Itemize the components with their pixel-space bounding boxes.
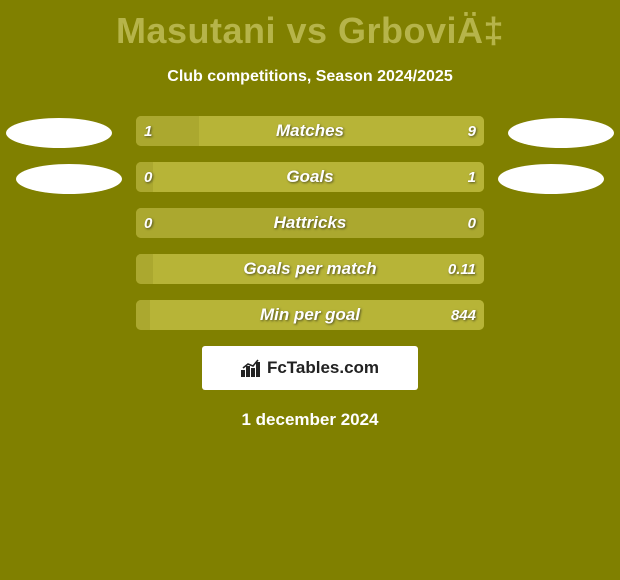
brand-box[interactable]: FcTables.com [202,346,418,390]
stat-bar-right [199,116,484,146]
stat-row: 844Min per goal [136,300,484,330]
stat-bar-right [153,162,484,192]
comparison-widget: Masutani vs GrboviÄ‡ Club competitions, … [0,0,620,430]
stat-bar-left [136,254,153,284]
stat-bar-right [153,254,484,284]
brand-text: FcTables.com [267,358,379,378]
player-left-marker-1 [6,118,112,148]
stat-bar-left [136,208,484,238]
chart-icon [241,359,263,377]
stat-row: 01Goals [136,162,484,192]
stat-bar-left [136,300,150,330]
stat-row: 00Hattricks [136,208,484,238]
subtitle: Club competitions, Season 2024/2025 [0,68,620,86]
date-line: 1 december 2024 [0,410,620,430]
player-right-marker-2 [498,164,604,194]
stat-row: 19Matches [136,116,484,146]
stat-bars: 19Matches 01Goals 00Hattricks 0.11Goals per… [136,116,484,330]
stat-bar-left [136,162,153,192]
player-right-marker-1 [508,118,614,148]
player-left-marker-2 [16,164,122,194]
stat-bar-right [150,300,484,330]
stat-row: 0.11Goals per match [136,254,484,284]
stats-area: 19Matches 01Goals 00Hattricks 0.11Goals per… [0,116,620,430]
page-title: Masutani vs GrboviÄ‡ [0,0,620,52]
stat-bar-left [136,116,199,146]
